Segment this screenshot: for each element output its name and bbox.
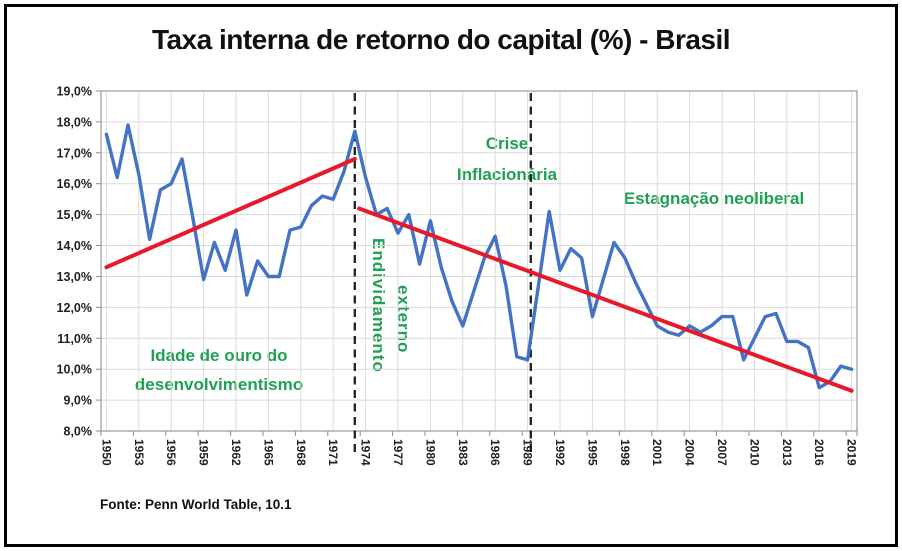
y-tick-label: 17,0% bbox=[57, 146, 92, 160]
x-tick-label: 1974 bbox=[359, 439, 373, 466]
annotation-golden-age-line2: desenvolvimentismo bbox=[134, 375, 304, 394]
x-tick-label: 1989 bbox=[521, 439, 535, 466]
source-note: Fonte: Penn World Table, 10.1 bbox=[100, 497, 292, 512]
annotation-inflation-crisis: Crise Inflacionária bbox=[438, 128, 576, 190]
x-tick-label: 1992 bbox=[553, 439, 567, 466]
x-tick-label: 1968 bbox=[294, 439, 308, 466]
trend-line-descending bbox=[357, 206, 854, 393]
x-tick-label: 2004 bbox=[683, 439, 697, 466]
data-series-line bbox=[104, 123, 854, 390]
y-tick-label: 14,0% bbox=[57, 239, 92, 253]
x-tick-label: 2013 bbox=[780, 439, 794, 466]
x-tick-label: 2019 bbox=[845, 439, 859, 466]
x-tick-label: 2007 bbox=[715, 439, 729, 466]
x-tick-label: 1962 bbox=[229, 439, 243, 466]
y-tick-label: 16,0% bbox=[57, 177, 92, 191]
x-tick-label: 1977 bbox=[391, 439, 405, 466]
annotation-inflation-crisis-line2: Inflacionária bbox=[456, 165, 558, 184]
y-tick-label: 13,0% bbox=[57, 270, 92, 284]
y-tick-label: 8,0% bbox=[64, 425, 93, 439]
plot-border bbox=[100, 90, 858, 432]
outer-border bbox=[4, 4, 898, 547]
y-tick-label: 18,0% bbox=[57, 115, 92, 129]
x-tick-label: 1986 bbox=[488, 439, 502, 466]
x-tick-label: 1983 bbox=[456, 439, 470, 466]
y-tick-label: 15,0% bbox=[57, 208, 92, 222]
x-tick-label: 1980 bbox=[423, 439, 437, 466]
y-tick-label: 11,0% bbox=[57, 332, 92, 346]
annotation-neoliberal-stagnation: Estagnação neoliberal bbox=[623, 189, 805, 208]
annotation-golden-age: Idade de ouro do desenvolvimentismo bbox=[108, 341, 330, 399]
x-tick-label: 1953 bbox=[132, 439, 146, 466]
x-tick-label: 1950 bbox=[99, 439, 113, 466]
annotation-inflation-crisis-line1: Crise bbox=[485, 134, 529, 153]
x-tick-label: 1956 bbox=[164, 439, 178, 466]
x-tick-label: 1959 bbox=[197, 439, 211, 466]
chart-title: Taxa interna de retorno do capital (%) -… bbox=[151, 24, 731, 55]
x-tick-label: 2010 bbox=[747, 439, 761, 466]
x-tick-label: 1998 bbox=[618, 439, 632, 466]
y-tick-label: 9,0% bbox=[64, 394, 93, 408]
x-tick-label: 2016 bbox=[812, 439, 826, 466]
y-tick-label: 12,0% bbox=[57, 301, 92, 315]
x-tick-label: 1965 bbox=[261, 439, 275, 466]
annotation-golden-age-line1: Idade de ouro do bbox=[150, 346, 288, 365]
trend-line-ascending bbox=[104, 157, 357, 270]
y-tick-label: 10,0% bbox=[57, 363, 92, 377]
x-tick-label: 2001 bbox=[650, 439, 664, 466]
y-tick-label: 19,0% bbox=[57, 85, 92, 99]
x-tick-label: 1971 bbox=[326, 439, 340, 466]
x-tick-label: 1995 bbox=[585, 439, 599, 466]
